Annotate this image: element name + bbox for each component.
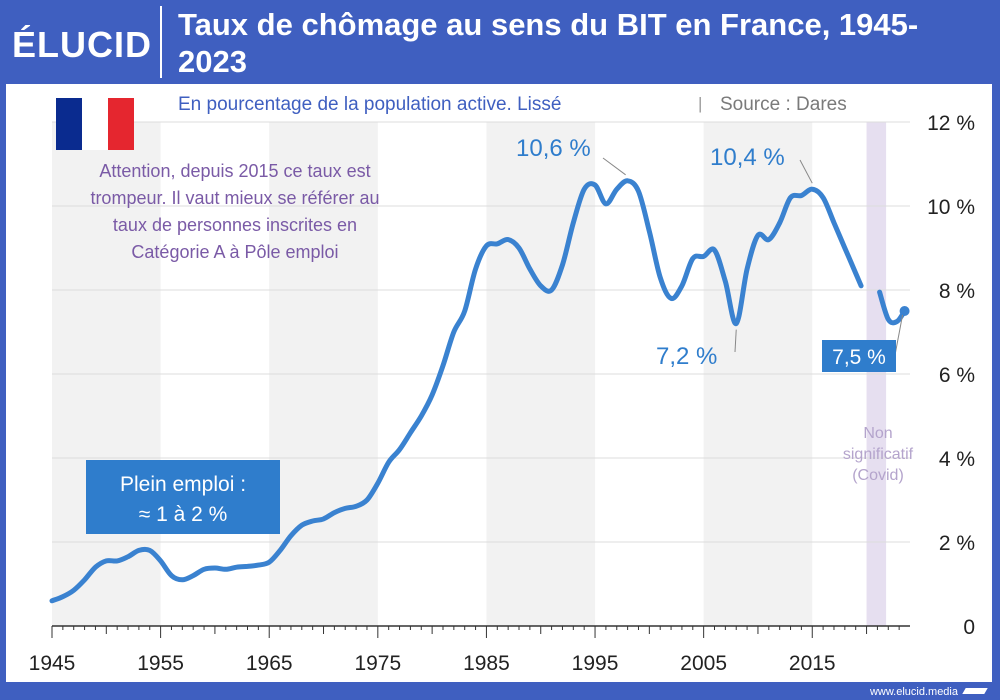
x-tick-label: 2005	[680, 652, 727, 675]
chart-card: 0 2 % 4 % 6 % 8 % 10 % 12 % 1945 1955 1965 1975 198…	[6, 84, 992, 682]
x-tick-label: 1985	[463, 652, 510, 675]
covid-line-2: significatif	[843, 446, 914, 463]
plein-emploi-box: Plein emploi : ≈ 1 à 2 %	[86, 460, 280, 534]
footer-logo-mark	[962, 688, 988, 694]
leader-line	[734, 329, 737, 353]
series-lines	[49, 178, 910, 604]
annotation-label: 7,2 %	[656, 343, 717, 370]
france-flag	[56, 98, 134, 150]
chart-subtitle: En pourcentage de la population active. …	[178, 94, 561, 115]
last-value-label: 7,5 %	[832, 346, 886, 369]
header: ÉLUCID Taux de chômage au sens du BIT en…	[0, 0, 1000, 84]
y-tick-label: 2 %	[939, 532, 975, 555]
annotations: 10,6 % 10,4 % 7,2 % 7,5 %	[516, 135, 904, 372]
covid-line-1: Non	[863, 425, 892, 442]
annotation-label: 10,4 %	[710, 144, 785, 171]
x-tick-label: 1995	[572, 652, 619, 675]
footer-url: www.elucid.media	[869, 686, 958, 698]
header-divider	[160, 6, 162, 78]
elucid-logo: ÉLUCID	[12, 24, 152, 65]
axis-ticks: 0 2 % 4 % 6 % 8 % 10 % 12 % 1945 1955 1965 1975 198…	[29, 112, 975, 675]
y-tick-label: 4 %	[939, 448, 975, 471]
chart-source: Source : Dares	[720, 94, 847, 115]
unemployment-chart: 0 2 % 4 % 6 % 8 % 10 % 12 % 1945 1955 1965 1975 198…	[29, 94, 975, 675]
y-tick-label: 8 %	[939, 280, 975, 303]
x-tick-label: 2015	[789, 652, 836, 675]
x-tick-label: 1945	[29, 652, 76, 675]
annotation-label: 10,6 %	[516, 135, 591, 162]
note-line-2: trompeur. Il vaut mieux se référer au	[90, 188, 379, 208]
chart-title: Taux de chômage au sens du BIT en France…	[178, 7, 919, 79]
y-tick-label: 10 %	[927, 196, 975, 219]
covid-label: Non significatif (Covid)	[843, 425, 914, 484]
leader-line	[799, 159, 813, 184]
subtitle-separator: |	[698, 94, 702, 113]
note-line-4: Catégorie A à Pôle emploi	[131, 242, 338, 262]
y-tick-label: 12 %	[927, 112, 975, 135]
last-value-box	[822, 340, 896, 372]
unemployment-line	[877, 289, 908, 326]
unemployment-line	[49, 178, 864, 604]
note-line-1: Attention, depuis 2015 ce taux est	[99, 161, 370, 181]
x-tick-label: 1975	[354, 652, 401, 675]
leader-line	[602, 157, 626, 176]
gridlines	[52, 121, 910, 543]
warning-note: Attention, depuis 2015 ce taux est tromp…	[90, 161, 379, 262]
leader-line	[894, 314, 904, 356]
x-tick-label: 1965	[246, 652, 293, 675]
plein-emploi-line-2: ≈ 1 à 2 %	[139, 503, 228, 526]
x-tick-label: 1955	[137, 652, 184, 675]
y-tick-label: 6 %	[939, 364, 975, 387]
last-point-marker	[899, 306, 910, 316]
plein-emploi-line-1: Plein emploi :	[120, 473, 246, 496]
covid-line-3: (Covid)	[852, 467, 904, 484]
y-tick-label: 0	[963, 616, 975, 639]
note-line-3: taux de personnes inscrites en	[113, 215, 357, 235]
